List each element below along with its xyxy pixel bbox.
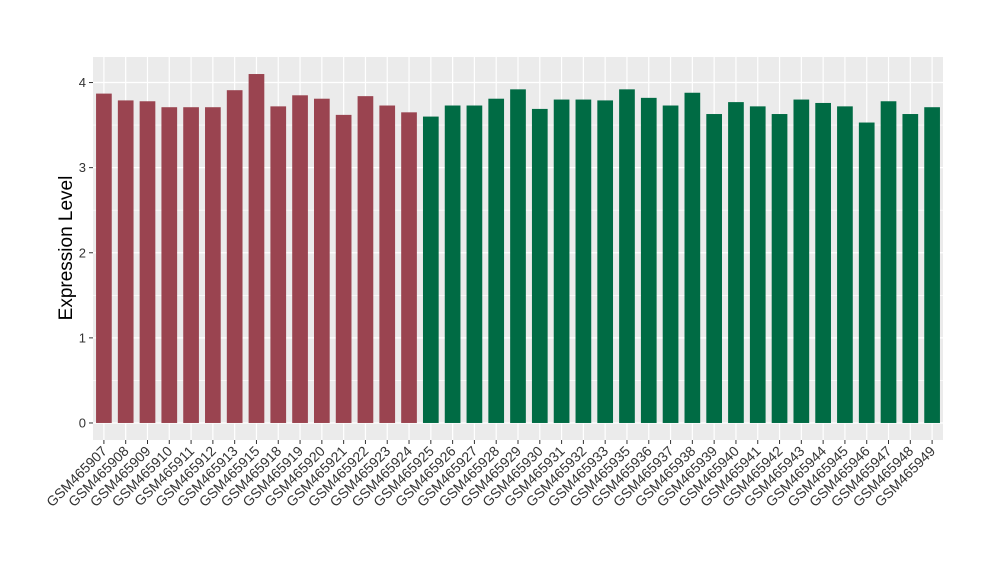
bar-GSM465911 [183,107,199,423]
bar-GSM465942 [771,114,788,423]
y-tick-label: 0 [79,415,86,430]
bar-GSM465941 [749,106,766,423]
bar-GSM465946 [858,122,875,423]
bar-GSM465925 [422,116,439,423]
y-tick-label: 2 [79,245,86,260]
bar-GSM465939 [706,114,722,423]
bar-GSM465910 [161,107,178,423]
y-axis: 0 1 2 3 4 [79,75,93,430]
bar-GSM465918 [270,106,287,423]
bar-GSM465913 [226,90,243,423]
y-tick-label: 1 [79,330,86,345]
bar-GSM465943 [793,99,810,423]
bar-GSM465919 [292,95,308,423]
bar-GSM465923 [379,105,396,423]
bar-GSM465907 [96,93,112,423]
bar-GSM465922 [357,96,374,423]
bar-GSM465949 [924,107,940,423]
bar-GSM465921 [335,114,352,423]
bar-GSM465908 [117,100,134,423]
bar-GSM465933 [597,100,614,423]
bar-GSM465924 [401,112,417,423]
bar-GSM465940 [728,102,744,423]
bar-GSM465936 [640,97,657,423]
bar-GSM465945 [837,106,853,423]
bar-GSM465929 [510,89,526,423]
bar-GSM465944 [815,102,831,423]
bar-GSM465928 [488,98,505,423]
bar-GSM465931 [553,99,570,423]
bar-GSM465937 [662,105,679,423]
bar-GSM465915 [248,74,265,423]
y-tick-label: 3 [79,160,86,175]
bar-GSM465927 [466,105,483,423]
bar-GSM465938 [684,92,701,423]
bar-GSM465912 [205,107,221,423]
bar-GSM465947 [880,101,897,423]
bar-GSM465920 [314,98,330,423]
bars [96,74,940,423]
bar-GSM465948 [902,114,919,423]
bar-GSM465909 [139,101,156,423]
bar-GSM465926 [444,105,461,423]
bar-GSM465935 [619,89,635,423]
y-axis-title: Expression Level [56,176,77,321]
x-axis: GSM465907GSM465908GSM465909GSM465910GSM4… [43,440,938,510]
bar-GSM465932 [575,99,592,423]
bar-GSM465930 [531,108,548,423]
y-tick-label: 4 [79,75,86,90]
